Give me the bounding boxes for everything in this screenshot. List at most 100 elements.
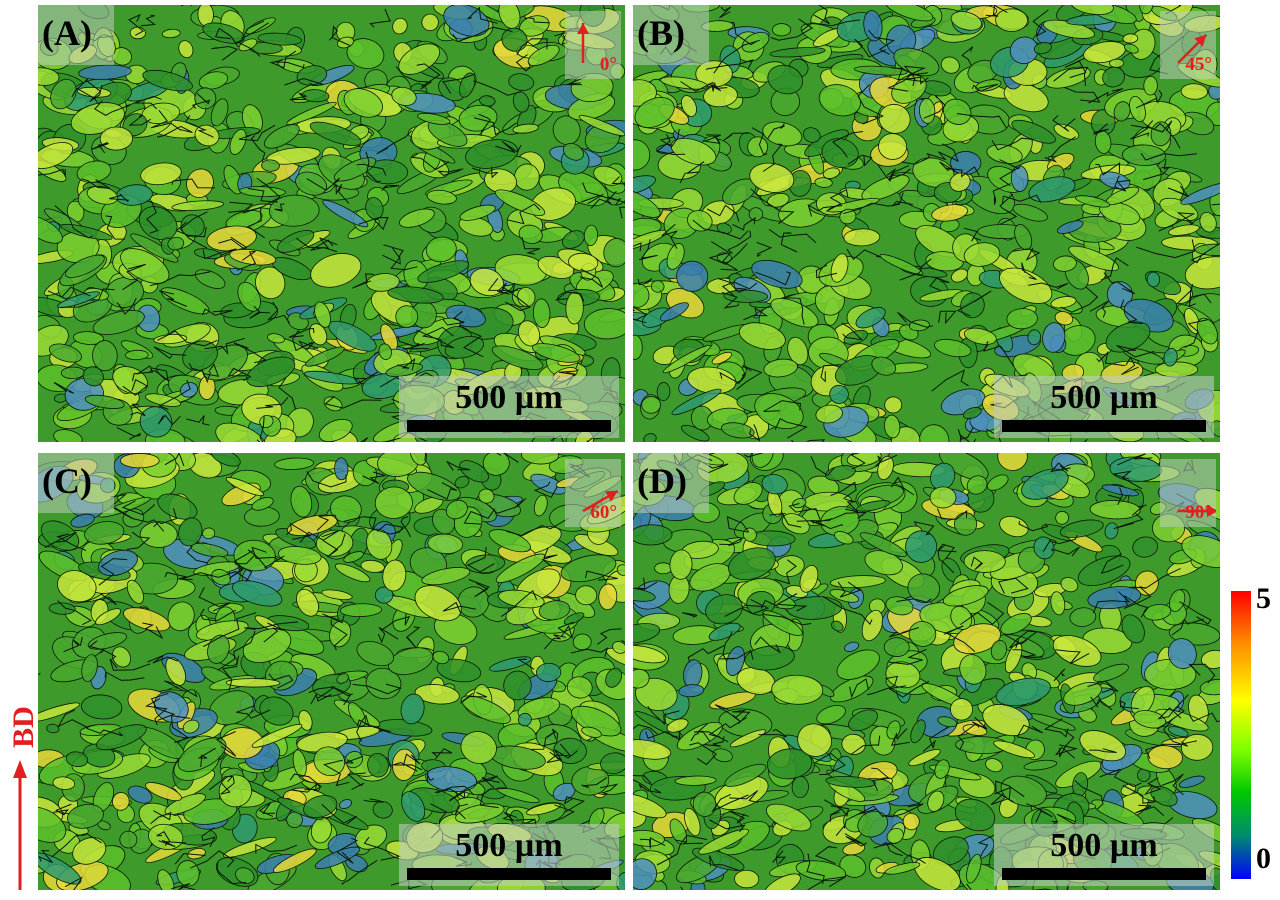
grain-boundary <box>1004 634 1027 649</box>
grain <box>1199 211 1217 233</box>
grain <box>211 569 231 586</box>
grain <box>861 174 910 201</box>
grain-boundary <box>116 426 141 440</box>
grain <box>432 650 450 665</box>
grain <box>460 731 497 764</box>
grain-boundary <box>1120 299 1143 325</box>
grain <box>855 307 886 329</box>
grain-boundary <box>128 115 151 126</box>
grain <box>643 433 657 442</box>
grain <box>950 605 973 630</box>
scale-bar <box>1002 420 1206 432</box>
grain-boundary <box>54 205 93 239</box>
grain-boundary <box>356 719 392 733</box>
grain-boundary <box>200 608 237 622</box>
grain-boundary <box>714 704 742 723</box>
grain <box>939 453 989 481</box>
grain-boundary <box>661 223 678 249</box>
grain <box>178 40 194 59</box>
grain <box>1060 577 1079 593</box>
grain <box>962 407 982 420</box>
grain-boundary <box>228 201 254 213</box>
grain-boundary <box>377 626 399 644</box>
grain <box>937 716 958 728</box>
grain-boundary <box>881 803 924 818</box>
grain-boundary <box>121 500 156 516</box>
grain-boundary <box>748 424 761 442</box>
grain-boundary <box>722 631 733 662</box>
grain <box>303 370 360 385</box>
grain <box>1167 726 1189 738</box>
grain-boundary <box>1122 785 1155 804</box>
grain-boundary <box>335 183 350 204</box>
grain <box>98 549 138 577</box>
grain-boundary <box>202 248 237 260</box>
grain-boundary <box>47 286 91 300</box>
grain-boundary <box>961 46 974 66</box>
grain-boundary <box>306 177 340 191</box>
grain <box>334 457 349 481</box>
grain <box>210 98 229 127</box>
grain <box>372 801 393 819</box>
direction-arrow-icon <box>582 489 619 513</box>
grain <box>261 159 280 172</box>
grain <box>1079 730 1127 762</box>
grain-boundary <box>905 76 929 85</box>
grain-boundary <box>365 151 381 183</box>
grain <box>871 356 897 376</box>
grain-boundary <box>436 785 474 795</box>
grain-boundary <box>330 619 348 651</box>
grain <box>458 104 498 132</box>
grain-boundary <box>358 216 389 231</box>
grain-boundary <box>198 586 231 612</box>
grain-boundary <box>820 364 841 383</box>
grain <box>391 86 417 106</box>
grain-boundary <box>130 403 146 417</box>
grain <box>885 596 914 616</box>
grain-boundary <box>690 723 709 742</box>
grain-boundary <box>180 5 193 7</box>
grain <box>711 351 733 365</box>
grain-boundary <box>977 834 995 859</box>
grain-boundary <box>400 516 412 538</box>
grain-boundary <box>788 503 821 520</box>
grain <box>1104 522 1119 540</box>
grain <box>721 422 755 439</box>
grain <box>198 71 229 90</box>
grain-boundary <box>1116 453 1153 466</box>
grain <box>841 733 866 755</box>
grain-boundary <box>956 113 1007 129</box>
grain-boundary <box>566 76 587 86</box>
grain-boundary <box>814 846 838 865</box>
grain <box>818 84 861 117</box>
grain-boundary <box>147 655 178 664</box>
grain-boundary <box>719 6 732 19</box>
grain <box>296 588 319 617</box>
panel-label: (C) <box>42 461 92 501</box>
grain-boundary <box>736 365 763 390</box>
grain <box>1056 220 1084 234</box>
grain <box>633 739 672 760</box>
grain <box>514 163 540 191</box>
grain-boundary <box>321 803 358 825</box>
grain-boundary <box>376 130 413 155</box>
grain-boundary <box>1100 257 1129 281</box>
grain <box>1028 176 1076 203</box>
grain-boundary <box>516 38 548 55</box>
direction-arrow-icon <box>1178 505 1216 517</box>
grain <box>232 580 283 607</box>
grain-boundary <box>322 613 345 624</box>
grain <box>762 610 803 637</box>
grain-boundary <box>858 805 884 818</box>
grain-boundary <box>607 196 625 219</box>
grain <box>883 637 910 657</box>
grain-boundary <box>347 772 366 791</box>
grain <box>884 396 903 414</box>
grain <box>336 673 349 684</box>
scale-bar <box>407 420 611 432</box>
grain-boundary <box>150 109 182 131</box>
grain <box>46 723 60 734</box>
grain <box>518 224 543 244</box>
grain-boundary <box>923 94 946 119</box>
scale-bar <box>1002 868 1206 880</box>
